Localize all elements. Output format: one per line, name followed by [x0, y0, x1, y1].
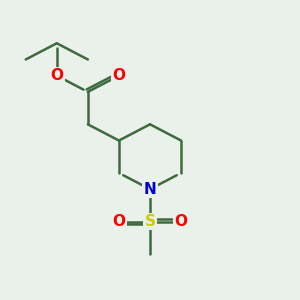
Text: N: N	[144, 182, 156, 197]
Text: O: O	[112, 214, 125, 229]
Text: O: O	[50, 68, 63, 83]
Text: S: S	[145, 214, 155, 229]
Text: O: O	[175, 214, 188, 229]
Text: O: O	[112, 68, 125, 83]
